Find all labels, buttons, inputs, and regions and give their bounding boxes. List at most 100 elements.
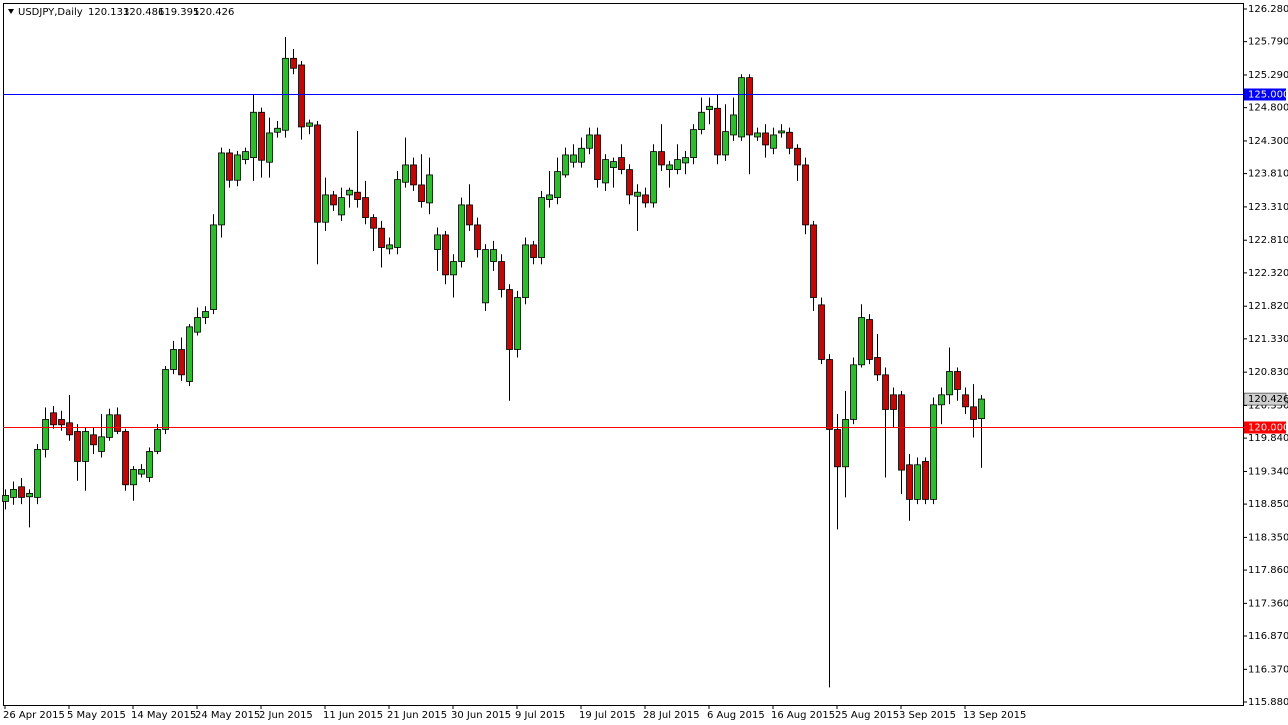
candle-body	[402, 164, 409, 183]
y-tick-label: 120.830	[1248, 367, 1288, 378]
candle-body	[578, 147, 585, 163]
candle-body	[858, 317, 865, 366]
candle-body	[794, 147, 801, 166]
candle-body	[226, 152, 233, 181]
candle-body	[410, 164, 417, 186]
candle-body	[482, 249, 489, 304]
candle-body	[738, 77, 745, 138]
candle-body	[42, 419, 49, 450]
y-tick-label: 119.340	[1248, 466, 1288, 477]
candle-body	[458, 204, 465, 262]
y-tick-label: 125.290	[1248, 70, 1288, 81]
candle-body	[626, 169, 633, 196]
candle-body	[490, 249, 497, 262]
chart-title: USDJPY,Daily	[18, 7, 83, 18]
y-tick-label: 118.850	[1248, 499, 1288, 510]
candle-body	[354, 191, 361, 200]
candle-body	[818, 304, 825, 360]
y-tick-label: 120.330	[1248, 400, 1288, 411]
level-label-box	[1244, 421, 1286, 434]
candle-body	[746, 77, 753, 136]
candle-body	[162, 369, 169, 430]
candle-body	[66, 422, 73, 436]
candle-body	[658, 151, 665, 166]
level-label: 120.000	[1248, 423, 1288, 434]
candle-body	[98, 436, 105, 452]
candle-body	[106, 414, 113, 438]
candle-body	[90, 434, 97, 446]
x-tick-label: 14 May 2015	[131, 710, 196, 721]
level-label-box	[1244, 88, 1286, 101]
candle-body	[82, 431, 89, 462]
candle-body	[330, 194, 337, 206]
x-tick-label: 3 Sep 2015	[899, 710, 956, 721]
y-tick-label: 121.820	[1248, 301, 1288, 312]
candle-body	[650, 151, 657, 204]
level-label: 125.000	[1248, 90, 1288, 101]
candle-body	[234, 154, 241, 181]
candle-body	[202, 311, 209, 318]
candle-body	[562, 154, 569, 176]
candle-body	[570, 154, 577, 163]
candle-body	[10, 489, 17, 498]
candle-body	[2, 495, 9, 502]
x-tick-label: 26 Apr 2015	[3, 710, 65, 721]
candle-body	[178, 349, 185, 376]
candle-body	[258, 111, 265, 161]
candle-body	[506, 289, 513, 350]
candle-body	[218, 152, 225, 226]
y-tick-label: 117.360	[1248, 598, 1288, 609]
candle-body	[602, 159, 609, 184]
candle-body	[18, 486, 25, 498]
candle-body	[762, 132, 769, 146]
candle-body	[130, 469, 137, 486]
candle-body	[338, 197, 345, 216]
candle-body	[138, 469, 145, 475]
candle-body	[914, 464, 921, 500]
candle-body	[874, 357, 881, 376]
x-tick-label: 19 Jul 2015	[579, 710, 636, 721]
y-tick-label: 124.300	[1248, 136, 1288, 147]
candle-body	[538, 197, 545, 258]
candle-body	[882, 374, 889, 410]
candle-body	[74, 431, 81, 462]
candle-body	[906, 464, 913, 500]
x-tick-label: 2 Jun 2015	[259, 710, 313, 721]
x-tick-label: 24 May 2015	[195, 710, 260, 721]
candle-body	[642, 194, 649, 204]
candle-body	[890, 394, 897, 410]
y-tick-label: 116.370	[1248, 664, 1288, 675]
candle-body	[610, 161, 617, 168]
candle-body	[170, 349, 177, 370]
y-tick-label: 122.320	[1248, 268, 1288, 279]
candle-body	[466, 204, 473, 226]
candle-body	[666, 164, 673, 170]
candle-body	[442, 234, 449, 276]
candle-body	[546, 194, 553, 200]
candle-body	[434, 234, 441, 250]
x-tick-label: 25 Aug 2015	[835, 710, 899, 721]
candle-body	[922, 461, 929, 500]
candle-body	[322, 194, 329, 223]
price-label: 120.426	[1248, 394, 1288, 405]
candle-body	[50, 412, 57, 426]
candle-body	[698, 111, 705, 131]
menu-triangle[interactable]	[8, 9, 14, 14]
candle-body	[802, 164, 809, 226]
candle-body	[290, 57, 297, 69]
candle-body	[242, 151, 249, 160]
candle-body	[154, 429, 161, 452]
candle-body	[674, 159, 681, 170]
candle-body	[498, 261, 505, 290]
candle-body	[826, 359, 833, 430]
candle-body	[730, 114, 737, 136]
x-tick-label: 5 May 2015	[67, 710, 126, 721]
x-tick-label: 9 Jul 2015	[515, 710, 565, 721]
candle-body	[898, 394, 905, 471]
y-tick-label: 121.330	[1248, 334, 1288, 345]
candle-body	[778, 130, 785, 134]
candle-body	[938, 394, 945, 406]
y-tick-label: 126.280	[1248, 4, 1288, 15]
candle-body	[314, 124, 321, 223]
